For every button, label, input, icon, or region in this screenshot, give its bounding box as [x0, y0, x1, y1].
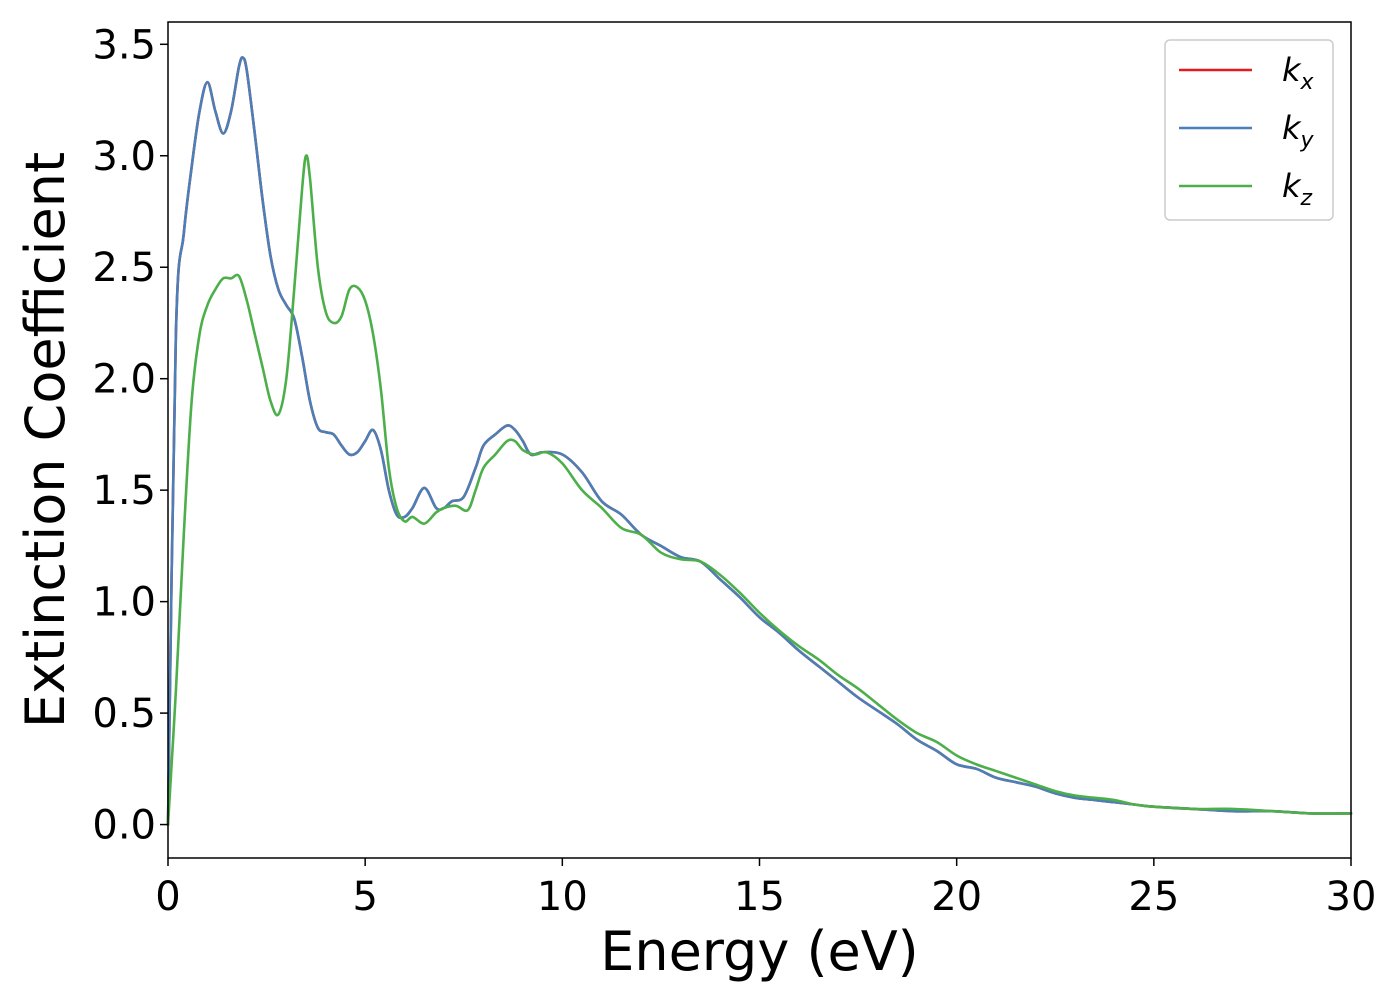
- x-axis-ticks: 0 5 10 15 20 25 30: [155, 858, 1376, 920]
- x-tick-label: 30: [1326, 874, 1377, 920]
- y-tick-label: 0.5: [92, 691, 156, 737]
- x-tick-label: 25: [1128, 874, 1179, 920]
- legend-label-z: kz: [1282, 167, 1313, 211]
- x-tick-label: 15: [734, 874, 785, 920]
- y-tick-label: 1.5: [92, 468, 156, 514]
- legend-box: [1164, 39, 1334, 221]
- y-axis-ticks: 0.0 0.5 1.0 1.5 2.0 2.5 3.0 3.5: [92, 22, 168, 849]
- y-tick-label: 3.0: [92, 134, 156, 180]
- series-line-z: [166, 154, 1353, 826]
- y-tick-label: 2.5: [92, 245, 156, 291]
- y-axis-label: Extinction Coefficient: [14, 152, 77, 728]
- x-tick-label: 5: [352, 874, 377, 920]
- legend-label-x: kx: [1282, 51, 1315, 95]
- x-axis-label: Energy (eV): [600, 920, 919, 983]
- x-tick-label: 20: [931, 874, 982, 920]
- x-tick-label: 0: [155, 874, 180, 920]
- y-tick-label: 1.0: [92, 580, 156, 626]
- x-tick-label: 10: [537, 874, 588, 920]
- legend: kx ky kz: [1164, 39, 1334, 221]
- series-layer: [166, 56, 1353, 826]
- y-tick-label: 2.0: [92, 357, 156, 403]
- y-tick-label: 3.5: [92, 22, 156, 68]
- series-line-y: [166, 56, 1353, 826]
- y-tick-label: 0.0: [92, 803, 156, 849]
- legend-label-y: ky: [1282, 109, 1315, 153]
